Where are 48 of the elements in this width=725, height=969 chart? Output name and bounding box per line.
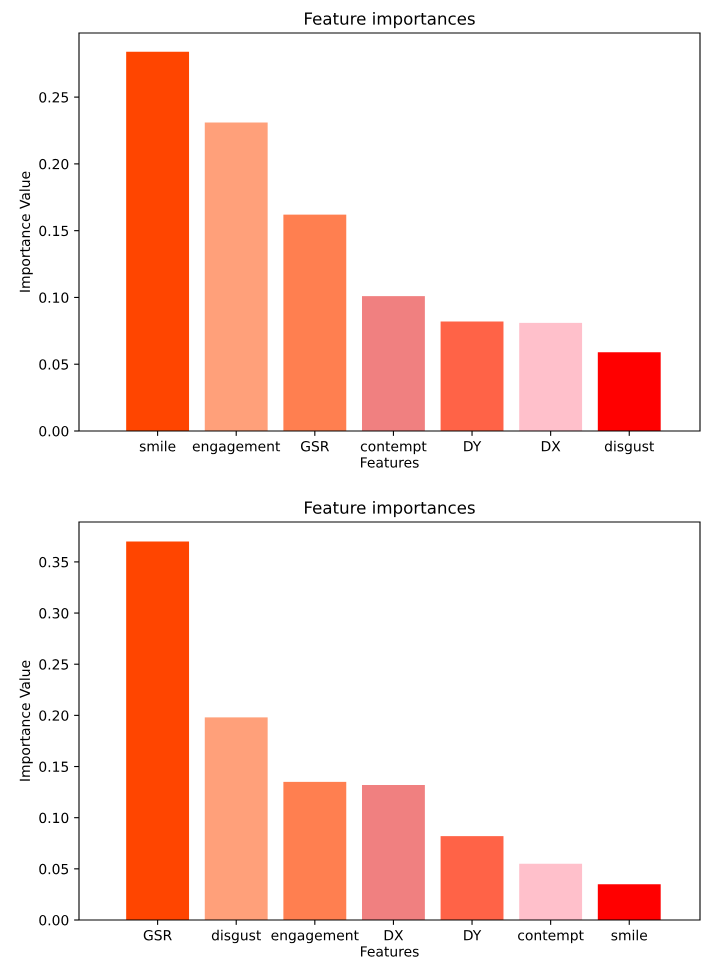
bar: [598, 884, 661, 920]
x-tick-label: contempt: [518, 930, 584, 944]
bar: [204, 717, 268, 920]
bar: [362, 296, 425, 431]
y-tick-label: 0.20: [39, 710, 68, 721]
y-tick-label: 0.20: [39, 158, 68, 170]
bar: [440, 836, 504, 920]
x-tick-label: engagement: [271, 930, 359, 944]
x-tick-label: smile: [140, 440, 176, 452]
x-tick-label: DY: [464, 441, 482, 452]
x-tick-label: DX: [542, 441, 560, 452]
bar: [283, 782, 346, 920]
y-axis-title: Importance Value: [19, 172, 33, 292]
y-tick-label: 0.10: [39, 812, 68, 824]
y-tick-label: 0.10: [39, 292, 68, 303]
bar: [283, 214, 346, 431]
x-tick-label: smile: [611, 930, 648, 940]
bar: [204, 122, 268, 431]
bar: [519, 322, 582, 431]
chart-title: Feature importances: [305, 501, 475, 518]
x-tick-label: engagement: [192, 442, 280, 454]
y-tick-label: 0.15: [39, 226, 68, 236]
y-tick-label: 0.00: [39, 914, 68, 926]
bar: [598, 352, 661, 431]
x-tick-label: GSR: [144, 930, 172, 940]
x-tick-label: disgust: [604, 440, 654, 454]
y-tick-label: 0.35: [39, 556, 68, 568]
y-tick-label: 0.25: [39, 92, 68, 103]
bar: [126, 52, 190, 431]
x-axis-title: Features: [361, 457, 419, 468]
y-tick-label: 0.05: [39, 359, 68, 370]
x-axis-title: Features: [361, 946, 419, 957]
y-tick-label: 0.30: [39, 608, 68, 619]
y-tick-label: 0.00: [39, 426, 68, 436]
y-tick-label: 0.25: [39, 659, 68, 670]
y-tick-label: 0.15: [39, 762, 68, 772]
bar: [519, 864, 582, 920]
x-tick-label: GSR: [300, 440, 330, 452]
x-tick-label: DX: [384, 930, 404, 940]
x-tick-label: contempt: [360, 442, 426, 454]
bar: [362, 784, 425, 920]
chart-title: Feature importances: [305, 12, 475, 28]
y-tick-label: 0.05: [39, 864, 68, 874]
y-axis-title: Importance Value: [19, 660, 33, 781]
bar: [440, 321, 504, 431]
x-tick-label: DY: [464, 930, 482, 940]
bar: [126, 541, 190, 920]
x-tick-label: disgust: [212, 930, 261, 944]
